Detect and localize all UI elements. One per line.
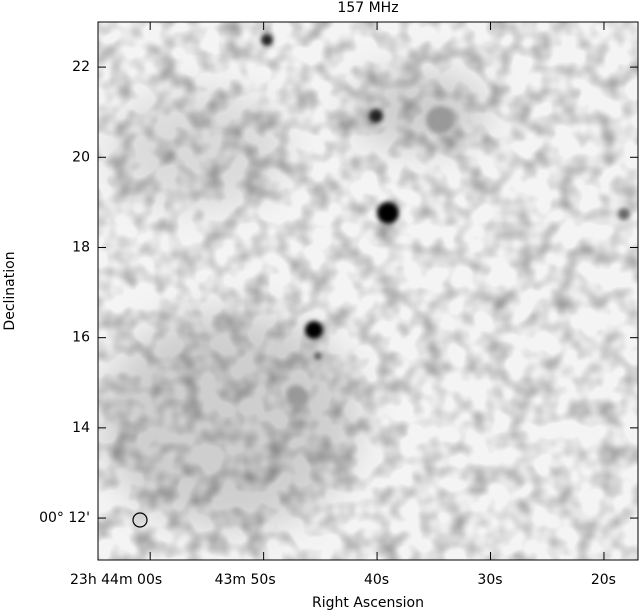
y-tick-label: 18 [72,239,90,255]
x-tick-label: 40s [364,572,389,588]
x-tick-label: 43m 50s [215,572,276,588]
y-tick-label: 22 [72,59,90,75]
sky-image [98,22,638,560]
beam [132,512,148,528]
x-tick-label: 30s [477,572,502,588]
y-tick-label: 14 [72,420,90,436]
y-axis-label: Declination [2,251,18,330]
y-tick-label: 20 [72,149,90,165]
x-tick-label: 20s [591,572,616,588]
frame [97,21,639,561]
x-tick-label: 23h 44m 00s [70,572,162,588]
chart-title: 157 MHz [337,0,398,16]
x-axis-label: Right Ascension [312,595,424,611]
y-tick-label: 16 [72,330,90,346]
y-tick-label: 00° 12' [39,510,90,526]
